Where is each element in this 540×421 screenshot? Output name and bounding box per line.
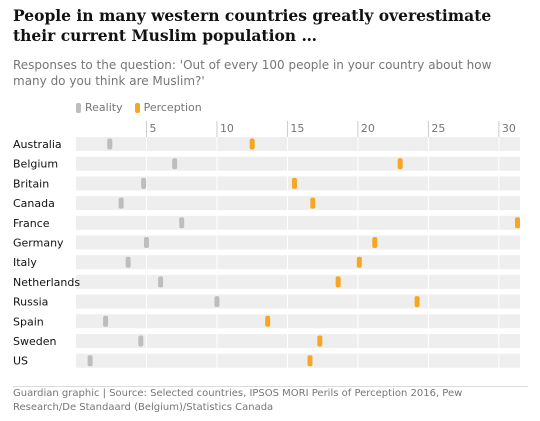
reality-dot xyxy=(138,335,144,347)
reality-dot xyxy=(118,197,124,209)
x-tick-label: 15 xyxy=(290,122,304,135)
chart-subtitle: Responses to the question: 'Out of every… xyxy=(13,58,492,88)
category-label: Netherlands xyxy=(13,276,80,289)
row-band xyxy=(76,353,520,368)
perception-dot xyxy=(335,276,341,288)
category-label: France xyxy=(13,217,50,230)
legend-swatch-reality xyxy=(76,102,81,113)
source-note: Guardian graphic | Source: Selected coun… xyxy=(13,386,528,415)
row-band xyxy=(76,255,520,270)
reality-dot xyxy=(143,237,149,248)
row-band xyxy=(76,314,520,329)
row-band xyxy=(76,156,520,171)
row-band xyxy=(76,334,520,348)
row-band xyxy=(76,235,520,250)
reality-dot xyxy=(87,355,93,367)
reality-dot xyxy=(214,296,220,308)
row-band xyxy=(76,137,520,151)
category-label: Canada xyxy=(13,197,55,210)
legend-swatch-perception xyxy=(134,102,140,113)
x-tick-label: 10 xyxy=(220,122,234,135)
legend-item-reality: Reality xyxy=(76,101,123,114)
category-label: Australia xyxy=(13,138,62,151)
reality-dot xyxy=(103,315,109,327)
legend-label-reality: Reality xyxy=(85,101,123,114)
perception-dot xyxy=(356,256,362,268)
x-tick-label: 25 xyxy=(431,122,445,135)
chart-legend: Reality Perception xyxy=(76,101,202,114)
perception-dot xyxy=(307,355,313,367)
perception-dot xyxy=(249,138,255,150)
category-label: Sweden xyxy=(13,335,56,348)
reality-dot xyxy=(107,138,113,150)
category-label: Belgium xyxy=(13,158,58,171)
perception-dot xyxy=(317,335,323,347)
reality-dot xyxy=(172,158,178,170)
x-tick-label: 5 xyxy=(149,122,156,135)
category-label: Russia xyxy=(13,296,48,309)
row-band xyxy=(76,196,520,211)
dot-chart: Australia Belgium Britain Canada France Germa… xyxy=(13,121,520,368)
row-band xyxy=(76,274,520,289)
chart-title: People in many western countries greatly… xyxy=(13,6,492,45)
legend-label-perception: Perception xyxy=(143,101,202,114)
category-label: Italy xyxy=(13,256,37,269)
category-label: Germany xyxy=(13,237,64,250)
x-tick-label: 20 xyxy=(361,122,375,135)
perception-dot xyxy=(265,315,271,327)
row-band xyxy=(76,294,520,309)
row-band xyxy=(76,215,520,230)
perception-dot xyxy=(310,197,316,209)
perception-dot xyxy=(397,158,403,170)
row-band xyxy=(76,176,520,191)
perception-dot xyxy=(372,237,378,248)
x-tick-label: 30 xyxy=(502,122,516,135)
category-label: Spain xyxy=(13,315,44,328)
perception-dot xyxy=(515,217,520,229)
reality-dot xyxy=(125,256,131,268)
legend-item-perception: Perception xyxy=(134,101,202,114)
perception-dot xyxy=(291,177,297,189)
reality-dot xyxy=(141,177,147,189)
category-label: Britain xyxy=(13,177,49,190)
category-label: US xyxy=(13,355,28,368)
perception-dot xyxy=(414,296,420,308)
reality-dot xyxy=(179,217,185,229)
reality-dot xyxy=(158,276,164,288)
